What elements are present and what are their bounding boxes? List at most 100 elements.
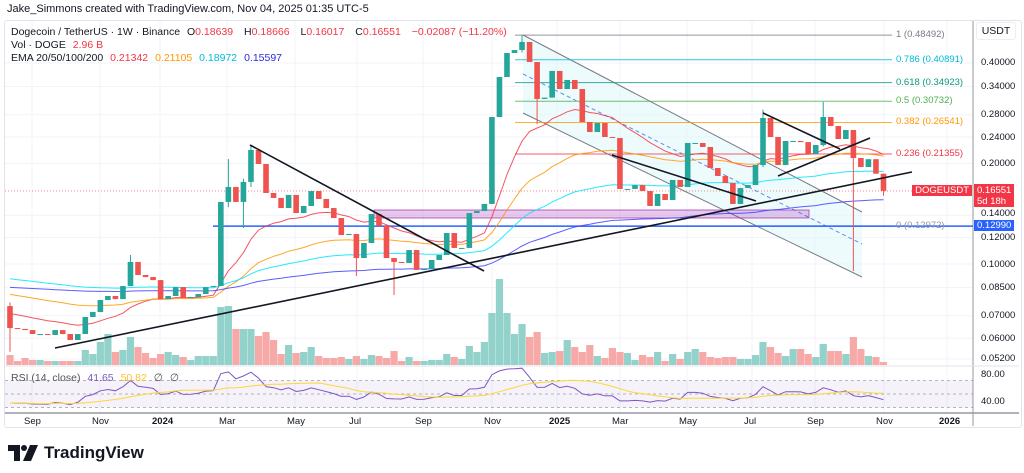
volume-bar — [232, 329, 240, 365]
candle — [285, 194, 292, 209]
candle — [180, 287, 186, 298]
tradingview-logo[interactable]: TradingView — [8, 443, 144, 463]
candle-body — [677, 179, 683, 187]
close-label: C — [355, 26, 363, 38]
candle — [150, 277, 156, 281]
candle — [474, 211, 480, 214]
fib-level-label: 1 (0.48492) — [896, 29, 945, 41]
volume-bar — [89, 354, 97, 365]
candle-body — [707, 146, 714, 168]
volume-bar — [495, 279, 504, 365]
volume-bar — [571, 347, 579, 365]
volume-bar — [578, 352, 586, 365]
volume-bar — [616, 352, 624, 365]
volume-bar — [360, 359, 368, 365]
volume-bar — [224, 306, 232, 365]
candle — [587, 121, 593, 133]
candle — [368, 213, 375, 243]
candle — [534, 62, 540, 124]
volume-bar — [849, 337, 857, 365]
candle-body — [376, 213, 382, 226]
volume-bar — [533, 332, 541, 365]
volume-bar — [300, 352, 308, 365]
volume-bar — [149, 358, 157, 365]
candle — [240, 178, 247, 228]
volume-bar — [119, 350, 127, 365]
rsi-ma-value: 50.82 — [120, 372, 147, 384]
volume-bar — [187, 360, 195, 365]
candle — [187, 297, 194, 299]
volume-bar — [691, 349, 699, 365]
time-tick-label: Mar — [612, 416, 629, 427]
volume-bar — [789, 349, 797, 365]
price-tick-label: 0.10000 — [981, 258, 1016, 270]
ema-label: EMA 20/50/100/200 — [11, 52, 104, 64]
candle-body — [14, 328, 21, 330]
candle-body — [218, 201, 224, 287]
volume-bar — [556, 351, 564, 365]
candle — [172, 287, 179, 296]
candle — [323, 198, 330, 209]
candle-body — [233, 186, 239, 202]
ema-legend[interactable]: EMA 20/50/100/200 0.21342 0.21105 0.1897… — [11, 52, 286, 64]
candle-body — [127, 261, 134, 287]
volume-bar — [13, 361, 22, 365]
candle — [843, 129, 849, 140]
candle — [421, 269, 427, 271]
fib-level-label: 0.236 (0.21355) — [896, 147, 964, 159]
volume-bar — [586, 345, 594, 365]
candle-body — [67, 334, 74, 341]
candle — [330, 208, 337, 219]
candle — [90, 312, 96, 317]
candle — [760, 109, 766, 168]
time-tick-label: Nov — [92, 416, 109, 427]
candle — [632, 185, 638, 189]
last-price: 0.16551 — [977, 184, 1012, 196]
volume-bar — [736, 359, 745, 365]
symbol-legend[interactable]: Dogecoin / TetherUS · 1W · Binance O0.18… — [11, 26, 511, 38]
candle-body — [421, 269, 427, 271]
candle-body — [632, 185, 638, 189]
volume-bar — [345, 359, 353, 365]
volume-bar — [473, 352, 481, 365]
candle — [112, 295, 119, 300]
candle-body — [361, 242, 367, 259]
volume-bar — [638, 355, 647, 365]
volume-bar — [36, 360, 44, 365]
candle — [391, 258, 397, 296]
volume-bar — [6, 355, 14, 365]
candle-body — [843, 129, 849, 140]
volume-bar — [541, 353, 549, 365]
candle-body — [82, 316, 89, 335]
candle-body — [120, 286, 126, 300]
candle-body — [323, 198, 330, 209]
candle — [225, 158, 232, 208]
candle-body — [775, 136, 781, 166]
price-tick-label: 0.12000 — [981, 232, 1016, 244]
candle-body — [624, 188, 631, 190]
currency-button[interactable]: USDT — [976, 22, 1016, 40]
candle — [594, 123, 601, 133]
candle — [767, 118, 774, 137]
candle-body — [782, 140, 789, 166]
rsi-legend[interactable]: RSI (14, close) 41.65 50.82 ∅ ∅ — [11, 372, 183, 384]
candle — [489, 117, 495, 204]
candle — [97, 300, 104, 313]
candle-body — [654, 193, 661, 206]
fib-level-label: 0.618 (0.34923) — [896, 76, 964, 88]
volume-bar — [443, 354, 451, 365]
volume-legend[interactable]: Vol · DOGE 2.96 B — [11, 39, 107, 51]
volume-bar — [797, 349, 805, 365]
candle-body — [300, 205, 307, 214]
volume-bar — [653, 352, 662, 365]
candle-body — [549, 70, 555, 98]
candle — [29, 330, 36, 335]
volume-bar — [375, 356, 383, 365]
candle — [436, 255, 443, 260]
candle-body — [459, 247, 465, 249]
candle — [338, 218, 345, 236]
candle-body — [391, 258, 397, 262]
volume-bar — [879, 362, 888, 365]
volume-bar — [631, 360, 639, 365]
